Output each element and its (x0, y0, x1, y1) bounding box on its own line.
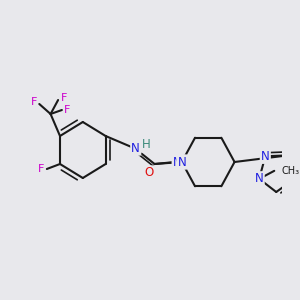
Text: N: N (178, 155, 186, 169)
Text: N: N (261, 150, 270, 163)
Text: N: N (255, 172, 264, 185)
Text: F: F (64, 105, 71, 115)
Text: CH₃: CH₃ (282, 166, 300, 176)
Text: N: N (131, 142, 140, 154)
Text: F: F (61, 93, 67, 103)
Text: N: N (173, 155, 182, 169)
Text: F: F (38, 164, 44, 174)
Text: H: H (142, 139, 151, 152)
Text: F: F (31, 97, 37, 107)
Text: O: O (144, 167, 154, 179)
